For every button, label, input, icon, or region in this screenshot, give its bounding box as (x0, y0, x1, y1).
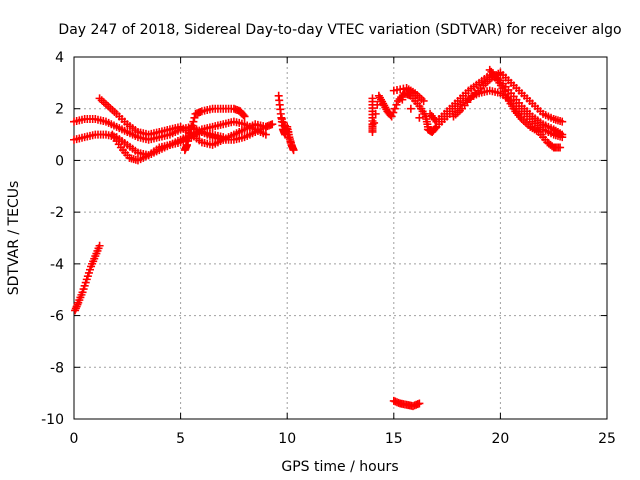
x-tick-label: 25 (598, 431, 616, 447)
data-point (398, 95, 407, 104)
y-tick-label: -10 (41, 412, 64, 428)
data-points (70, 65, 567, 411)
data-point (556, 143, 565, 152)
y-tick-label: -2 (50, 205, 64, 221)
data-point (240, 112, 249, 121)
data-point (289, 146, 298, 155)
y-axis-ticks: -10 -8 -6 -4 -2 0 2 4 (41, 50, 607, 428)
data-point (431, 124, 440, 133)
series-arc-g (71, 241, 104, 315)
series-arc-l (485, 65, 565, 152)
data-point (370, 118, 379, 127)
data-point (261, 130, 270, 139)
x-axis-ticks: 0 5 10 15 20 25 (70, 57, 616, 447)
y-tick-label: 4 (55, 50, 64, 66)
data-point (185, 133, 194, 142)
data-point (188, 121, 197, 130)
data-point (371, 109, 380, 118)
chart-title: Day 247 of 2018, Sidereal Day-to-day VTE… (58, 22, 621, 38)
y-tick-label: 0 (55, 153, 64, 169)
x-axis-label: GPS time / hours (281, 459, 398, 475)
data-point (219, 133, 228, 142)
data-point (286, 138, 295, 147)
data-point (415, 113, 424, 122)
x-tick-label: 5 (176, 431, 185, 447)
data-point (390, 104, 399, 113)
data-point (261, 122, 270, 131)
data-point (184, 137, 193, 146)
data-point (558, 130, 567, 139)
x-tick-label: 15 (385, 431, 403, 447)
data-point (419, 96, 428, 105)
data-point (392, 100, 401, 109)
data-point (415, 399, 424, 408)
y-axis-label: SDTVAR / TECUs (6, 181, 22, 296)
data-point (558, 117, 567, 126)
y-tick-label: -4 (50, 257, 64, 273)
data-point (95, 241, 104, 250)
data-point (387, 112, 396, 121)
series-arc-f (274, 91, 298, 155)
data-point (182, 140, 191, 149)
data-point (389, 108, 398, 117)
data-point (284, 127, 293, 136)
y-tick-label: -8 (50, 360, 64, 376)
x-tick-label: 0 (70, 431, 79, 447)
data-point (373, 100, 382, 109)
x-tick-label: 10 (278, 431, 296, 447)
series-arc-h (368, 84, 432, 136)
series-arc-e (180, 104, 249, 155)
series-arc-j (426, 71, 567, 139)
x-tick-label: 20 (491, 431, 509, 447)
plot-frame (73, 56, 608, 420)
y-tick-label: -6 (50, 309, 64, 325)
data-point (187, 125, 196, 134)
data-point (268, 120, 277, 129)
data-point (406, 104, 415, 113)
data-point (239, 111, 248, 120)
data-point (368, 127, 377, 136)
y-tick-label: 2 (55, 102, 64, 118)
series-arc-k (449, 68, 567, 126)
grid-lines (74, 57, 607, 419)
series-arc-m (389, 396, 424, 411)
data-point (186, 129, 195, 138)
data-point (190, 113, 199, 122)
data-point (189, 117, 198, 126)
series-arc-d (108, 127, 228, 165)
